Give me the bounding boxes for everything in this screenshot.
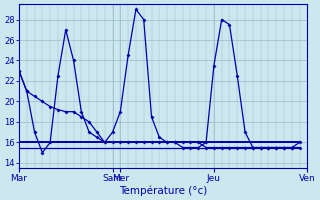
X-axis label: Température (°c): Température (°c): [119, 185, 207, 196]
